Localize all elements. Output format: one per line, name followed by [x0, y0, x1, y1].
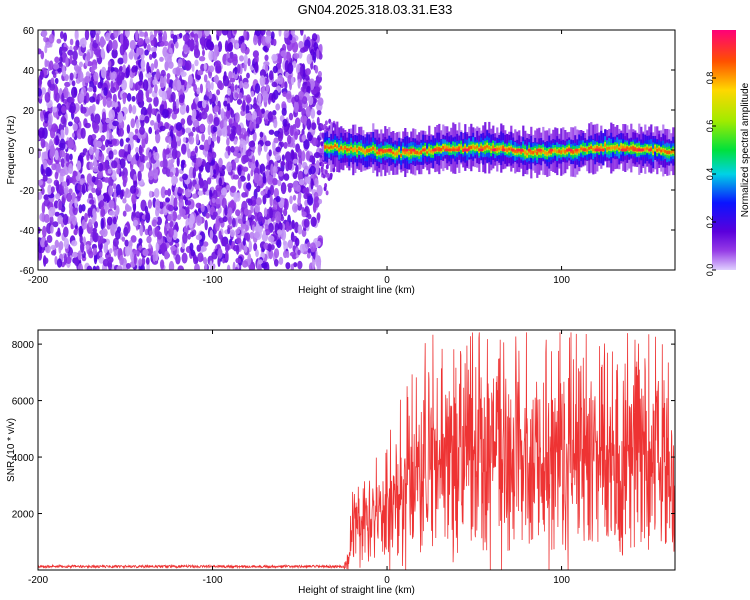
snr-y-tick-label: 8000 — [12, 340, 35, 351]
snr-series-line — [38, 332, 675, 570]
colorbar-label: Normalized spectral amplitude — [740, 82, 750, 217]
snr-x-axis-label: Height of straight line (km) — [298, 585, 415, 596]
snr-frame — [37, 329, 676, 571]
heatmap-x-tick-label: -200 — [28, 275, 48, 286]
heatmap-y-tick-label: 20 — [23, 106, 35, 117]
heatmap-y-tick-label: -40 — [20, 226, 35, 237]
heatmap-x-tick-label: 0 — [384, 275, 390, 286]
snr-y-axis-label: SNR (10 * v/v) — [6, 418, 17, 482]
colorbar-tick-label: 0.4 — [705, 168, 715, 181]
snr-y-tick-label: 6000 — [12, 397, 35, 408]
heatmap-y-tick-label: -60 — [20, 266, 35, 277]
heatmap-y-axis-label: Frequency (Hz) — [6, 116, 17, 185]
colorbar-tick-label: 0.2 — [705, 216, 715, 229]
heatmap-x-tick-label: 100 — [553, 275, 570, 286]
snr-y-tick-label: 2000 — [12, 510, 35, 521]
snr-y-tick-label: 4000 — [12, 453, 35, 464]
snr-x-tick-label: -100 — [203, 575, 223, 586]
chart-title: GN04.2025.318.03.31.E33 — [297, 2, 453, 17]
colorbar-tick-label: 0.6 — [705, 120, 715, 133]
heatmap-y-tick-label: -20 — [20, 186, 35, 197]
snr-x-tick-label: -200 — [28, 575, 48, 586]
colorbar-tick-label: 0.0 — [705, 264, 715, 277]
heatmap-x-axis-label: Height of straight line (km) — [298, 285, 415, 296]
heatmap-y-tick-label: 0 — [28, 146, 34, 157]
snr-x-tick-label: 0 — [384, 575, 390, 586]
snr-x-tick-label: 100 — [553, 575, 570, 586]
heatmap-x-tick-label: -100 — [203, 275, 223, 286]
colorbar-tick-label: 0.8 — [705, 72, 715, 85]
colorbar — [712, 30, 736, 270]
heatmap-y-tick-label: 40 — [23, 66, 35, 77]
heatmap-y-tick-label: 60 — [23, 26, 35, 37]
heatmap-cells — [38, 30, 675, 270]
